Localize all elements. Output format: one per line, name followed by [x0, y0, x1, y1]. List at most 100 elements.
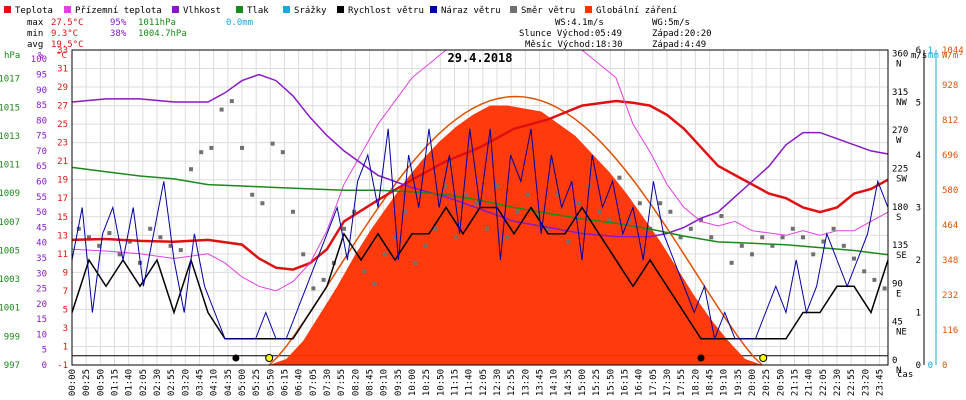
tick-label-humidity: 60 — [36, 178, 47, 188]
tick-label-time: 14:10 — [550, 369, 560, 396]
tick-label-time: 20:00 — [748, 369, 758, 396]
wind-dir-point — [525, 192, 530, 197]
wind-dir-point — [433, 226, 438, 231]
tick-label-pressure: 1009 — [0, 189, 20, 199]
stat-avg-temp: 19.5°C — [51, 40, 84, 50]
stat-wg: WG:5m/s — [652, 18, 690, 28]
stat-avg-label: avg — [27, 40, 43, 50]
tick-label-time: 19:10 — [720, 369, 730, 396]
wind-dir-point — [229, 99, 234, 104]
legend-swatch — [64, 6, 71, 13]
legend-swatch — [172, 6, 179, 13]
tick-label-humidity: 80 — [36, 116, 47, 126]
legend-label: Vlhkost — [183, 6, 221, 16]
tick-label-wind-dir-name: W — [896, 136, 902, 146]
tick-label-time: 11:40 — [465, 369, 475, 396]
tick-label-pressure: 1017 — [0, 75, 20, 85]
tick-label-time: 08:45 — [366, 369, 376, 396]
tick-label-time: 23:20 — [861, 369, 871, 396]
tick-label-humidity: 65 — [36, 162, 47, 172]
wind-dir-point — [117, 252, 122, 257]
series-line — [71, 73, 889, 238]
series-line — [71, 99, 889, 271]
tick-label-time: 08:20 — [351, 369, 361, 396]
wind-dir-point — [484, 226, 489, 231]
tick-label-humidity: 10 — [36, 330, 47, 340]
tick-label-humidity: 95 — [36, 70, 47, 80]
tick-label-time: 02:05 — [139, 369, 149, 396]
wind-dir-point — [637, 201, 642, 206]
tick-label-time: 20:25 — [762, 369, 772, 396]
wind-dir-point — [87, 235, 91, 240]
tick-label-time: 05:25 — [252, 369, 262, 396]
wind-dir-point — [750, 252, 754, 257]
tick-label-humidity: 40 — [36, 239, 47, 249]
wind-dir-point — [821, 239, 826, 244]
wind-dir-point — [535, 214, 540, 219]
wind-dir-point — [780, 235, 785, 240]
unit-wm: W/m² — [942, 51, 964, 61]
series-line — [71, 128, 889, 341]
tick-label-time: 22:30 — [833, 369, 843, 396]
stat-min-temp: 9.3°C — [51, 29, 78, 39]
legend-swatch — [236, 6, 243, 13]
tick-label-wind-speed: 6 — [916, 46, 921, 56]
tick-label-temperature: 21 — [57, 157, 68, 167]
wind-dir-point — [831, 226, 836, 231]
tick-label-radiation: 464 — [942, 221, 958, 231]
stat-max-rain: 0.0mm — [226, 18, 253, 28]
tick-label-temperature: 27 — [57, 102, 68, 112]
wind-dir-point — [260, 201, 265, 206]
wind-dir-point — [556, 192, 561, 197]
tick-label-time: 15:25 — [592, 369, 602, 396]
stat-min-hum: 38% — [110, 29, 127, 39]
tick-label-radiation: 348 — [942, 256, 958, 266]
tick-label-time: 03:20 — [181, 369, 191, 396]
wind-dir-point — [403, 209, 408, 214]
sun-rise-marker — [265, 354, 274, 362]
wind-dir-point — [301, 252, 306, 257]
tick-label-time: 18:45 — [706, 369, 716, 396]
tick-label-time: 11:15 — [451, 369, 461, 396]
wind-dir-point — [291, 209, 295, 214]
stat-max-hum: 95% — [110, 18, 127, 28]
wind-dir-point — [597, 209, 601, 214]
tick-label-time: 18:20 — [691, 369, 701, 396]
wind-dir-point — [240, 145, 244, 150]
wind-dir-point — [393, 235, 397, 240]
tick-label-time: 04:35 — [224, 369, 234, 396]
tick-label-wind-dir-name: NW — [896, 98, 907, 108]
plot-frame — [71, 49, 889, 366]
wind-dir-point — [627, 218, 632, 223]
tick-label-time: 23:45 — [876, 369, 886, 396]
tick-label-rain: 0 — [928, 361, 933, 371]
stat-moon-rise: Měsíc Východ:18:30 — [525, 40, 623, 50]
legend-swatch — [430, 6, 437, 13]
stat-ws: WS:4.1m/s — [555, 18, 604, 28]
tick-label-pressure: 1003 — [0, 275, 20, 285]
tick-label-time: 22:55 — [847, 369, 857, 396]
wind-dir-point — [790, 226, 795, 231]
tick-label-wind-speed: 4 — [916, 151, 921, 161]
tick-label-temperature: 5 — [63, 305, 68, 315]
tick-label-time: 13:45 — [536, 369, 546, 396]
tick-label-pressure: 1005 — [0, 246, 20, 256]
tick-label-time: 17:05 — [649, 369, 659, 396]
tick-label-time: 09:35 — [394, 369, 404, 396]
tick-label-time: 19:35 — [734, 369, 744, 396]
unit-mm: mm — [928, 51, 939, 61]
tick-label-time: 01:40 — [125, 369, 135, 396]
tick-label-humidity: 45 — [36, 223, 47, 233]
wind-dir-point — [862, 269, 867, 274]
wind-dir-point — [423, 243, 428, 248]
legend-label: Globální záření — [596, 6, 677, 16]
tick-label-time: 15:50 — [606, 369, 616, 396]
tick-label-time: 16:15 — [621, 369, 631, 396]
tick-label-pressure: 1001 — [0, 304, 20, 314]
tick-label-radiation: 928 — [942, 81, 958, 91]
stat-sun-rise: Slunce Východ:05:49 — [519, 29, 622, 39]
wind-dir-point — [678, 235, 683, 240]
tick-label-time: 17:30 — [663, 369, 673, 396]
tick-label-humidity: 90 — [36, 86, 47, 96]
tick-label-wind-dir: 360 — [892, 50, 908, 60]
